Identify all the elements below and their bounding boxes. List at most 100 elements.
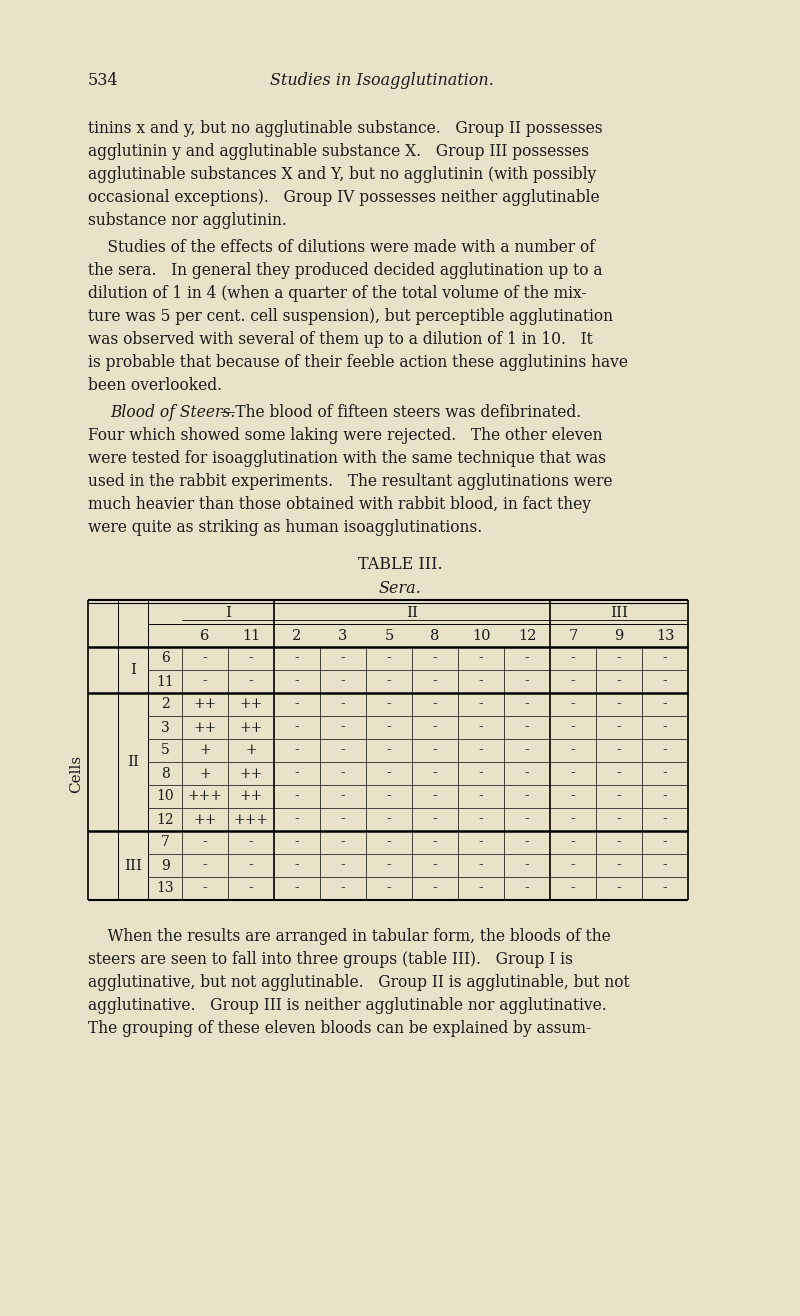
Text: +: + (199, 744, 211, 758)
Text: -: - (662, 675, 667, 688)
Text: 8: 8 (161, 766, 170, 780)
Text: -: - (341, 836, 346, 850)
Text: -: - (294, 858, 299, 873)
Text: -: - (386, 836, 391, 850)
Text: -: - (433, 744, 438, 758)
Text: -: - (433, 858, 438, 873)
Text: -: - (617, 675, 622, 688)
Text: -: - (433, 790, 438, 804)
Text: 8: 8 (430, 629, 440, 644)
Text: -: - (662, 766, 667, 780)
Text: ++: ++ (239, 766, 262, 780)
Text: -: - (294, 720, 299, 734)
Text: -: - (386, 744, 391, 758)
Text: -: - (570, 651, 575, 666)
Text: -: - (433, 836, 438, 850)
Text: -: - (386, 812, 391, 826)
Text: -: - (478, 858, 483, 873)
Text: -: - (386, 651, 391, 666)
Text: +++: +++ (234, 812, 269, 826)
Text: -: - (570, 675, 575, 688)
Text: -: - (525, 651, 530, 666)
Text: -: - (570, 812, 575, 826)
Text: agglutinative.   Group III is neither agglutinable nor agglutinative.: agglutinative. Group III is neither aggl… (88, 998, 606, 1015)
Text: +: + (199, 766, 211, 780)
Text: -: - (662, 720, 667, 734)
Text: agglutinin y and agglutinable substance X.   Group III possesses: agglutinin y and agglutinable substance … (88, 143, 589, 161)
Text: -: - (617, 766, 622, 780)
Text: III: III (124, 858, 142, 873)
Text: -: - (386, 766, 391, 780)
Text: -: - (478, 651, 483, 666)
Text: -: - (617, 720, 622, 734)
Text: 11: 11 (242, 629, 260, 644)
Text: -: - (662, 790, 667, 804)
Text: 6: 6 (200, 629, 210, 644)
Text: -: - (662, 858, 667, 873)
Text: ++: ++ (194, 720, 217, 734)
Text: -: - (294, 882, 299, 895)
Text: I: I (130, 663, 136, 676)
Text: -: - (341, 697, 346, 712)
Text: -: - (662, 882, 667, 895)
Text: 10: 10 (472, 629, 490, 644)
Text: -: - (294, 790, 299, 804)
Text: -: - (662, 697, 667, 712)
Text: The grouping of these eleven bloods can be explained by assum-: The grouping of these eleven bloods can … (88, 1020, 591, 1037)
Text: -: - (202, 651, 207, 666)
Text: —The blood of fifteen steers was defibrinated.: —The blood of fifteen steers was defibri… (220, 404, 582, 421)
Text: -: - (662, 744, 667, 758)
Text: -: - (433, 697, 438, 712)
Text: substance nor agglutinin.: substance nor agglutinin. (88, 212, 287, 229)
Text: -: - (386, 858, 391, 873)
Text: -: - (249, 882, 254, 895)
Text: 7: 7 (568, 629, 578, 644)
Text: -: - (341, 858, 346, 873)
Text: ++: ++ (239, 720, 262, 734)
Text: -: - (617, 812, 622, 826)
Text: -: - (294, 744, 299, 758)
Text: 12: 12 (156, 812, 174, 826)
Text: -: - (478, 720, 483, 734)
Text: -: - (662, 836, 667, 850)
Text: -: - (294, 766, 299, 780)
Text: Four which showed some laking were rejected.   The other eleven: Four which showed some laking were rejec… (88, 426, 602, 443)
Text: -: - (341, 675, 346, 688)
Text: -: - (341, 720, 346, 734)
Text: agglutinable substances X and Y, but no agglutinin (with possibly: agglutinable substances X and Y, but no … (88, 166, 596, 183)
Text: Sera.: Sera. (378, 580, 422, 597)
Text: 3: 3 (161, 720, 170, 734)
Text: -: - (478, 744, 483, 758)
Text: -: - (617, 882, 622, 895)
Text: -: - (386, 675, 391, 688)
Text: -: - (570, 720, 575, 734)
Text: -: - (662, 812, 667, 826)
Text: -: - (617, 790, 622, 804)
Text: -: - (525, 790, 530, 804)
Text: been overlooked.: been overlooked. (88, 376, 222, 393)
Text: -: - (525, 744, 530, 758)
Text: Studies of the effects of dilutions were made with a number of: Studies of the effects of dilutions were… (88, 240, 595, 257)
Text: -: - (386, 697, 391, 712)
Text: 10: 10 (156, 790, 174, 804)
Text: -: - (617, 836, 622, 850)
Text: ++: ++ (239, 697, 262, 712)
Text: was observed with several of them up to a dilution of 1 in 10.   It: was observed with several of them up to … (88, 332, 593, 347)
Text: ++: ++ (194, 812, 217, 826)
Text: II: II (406, 605, 418, 620)
Text: -: - (202, 882, 207, 895)
Text: -: - (249, 675, 254, 688)
Text: Studies in Isoagglutination.: Studies in Isoagglutination. (270, 72, 494, 89)
Text: -: - (525, 812, 530, 826)
Text: 2: 2 (292, 629, 302, 644)
Text: -: - (617, 651, 622, 666)
Text: were tested for isoagglutination with the same technique that was: were tested for isoagglutination with th… (88, 450, 606, 467)
Text: -: - (433, 651, 438, 666)
Text: -: - (525, 766, 530, 780)
Text: +++: +++ (187, 790, 222, 804)
Text: the sera.   In general they produced decided agglutination up to a: the sera. In general they produced decid… (88, 262, 602, 279)
Text: -: - (249, 858, 254, 873)
Text: -: - (478, 697, 483, 712)
Text: -: - (386, 882, 391, 895)
Text: -: - (386, 720, 391, 734)
